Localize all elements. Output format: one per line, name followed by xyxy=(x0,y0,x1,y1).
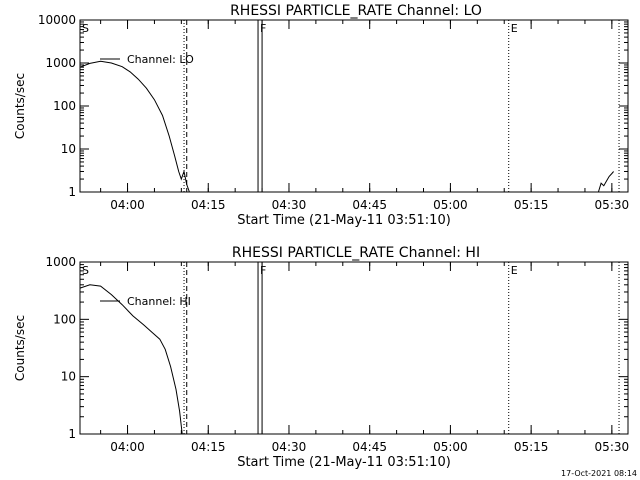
x-tick-label: 04:15 xyxy=(191,198,226,212)
x-tick-label: 04:15 xyxy=(191,440,226,454)
event-marker-label: E xyxy=(511,22,518,35)
x-axis-label: Start Time (21-May-11 03:51:10) xyxy=(237,455,451,470)
x-tick-label: 05:00 xyxy=(433,440,468,454)
x-tick-label: 05:00 xyxy=(433,198,468,212)
x-tick-label: 04:00 xyxy=(110,440,145,454)
chart-title: RHESSI PARTICLE_RATE Channel: HI xyxy=(232,245,480,261)
event-marker-label: F xyxy=(260,264,266,277)
x-tick-label: 05:30 xyxy=(595,440,630,454)
y-axis-label: Counts/sec xyxy=(13,315,27,381)
series-line xyxy=(79,60,190,193)
y-tick-label: 1 xyxy=(68,427,76,441)
series-line xyxy=(597,171,614,193)
y-tick-label: 1000 xyxy=(45,255,76,269)
y-tick-label: 100 xyxy=(53,312,76,326)
x-axis-label: Start Time (21-May-11 03:51:10) xyxy=(237,213,451,228)
footer-timestamp: 17-Oct-2021 08:14 xyxy=(561,469,637,478)
x-tick-label: 04:30 xyxy=(272,198,307,212)
y-tick-label: 100 xyxy=(53,99,76,113)
x-tick-label: 05:30 xyxy=(595,198,630,212)
y-tick-label: 1 xyxy=(68,185,76,199)
event-marker-label: E xyxy=(511,264,518,277)
y-tick-label: 1000 xyxy=(45,56,76,70)
y-tick-label: 10 xyxy=(61,142,76,156)
event-marker-label: F xyxy=(260,22,266,35)
series-line xyxy=(79,284,183,435)
event-marker-label: S xyxy=(82,264,89,277)
y-tick-label: 10 xyxy=(61,370,76,384)
chart-panel-lo: RHESSI PARTICLE_RATE Channel: LO Counts/s… xyxy=(13,3,629,228)
y-axis-label: Counts/sec xyxy=(13,73,27,139)
plot-frame xyxy=(79,19,629,193)
x-tick-label: 04:30 xyxy=(272,440,307,454)
x-tick-label: 04:00 xyxy=(110,198,145,212)
x-tick-label: 04:45 xyxy=(352,440,387,454)
x-tick-label: 05:15 xyxy=(514,198,549,212)
event-marker-label: S xyxy=(82,22,89,35)
x-tick-label: 05:15 xyxy=(514,440,549,454)
chart-panel-hi: RHESSI PARTICLE_RATE Channel: HI Counts/s… xyxy=(13,245,629,470)
legend-label: Channel: HI xyxy=(127,295,191,308)
y-tick-label: 10000 xyxy=(38,13,76,27)
legend-label: Channel: LO xyxy=(127,53,194,66)
x-tick-label: 04:45 xyxy=(352,198,387,212)
plot-frame xyxy=(79,261,629,435)
chart-title: RHESSI PARTICLE_RATE Channel: LO xyxy=(230,3,482,19)
